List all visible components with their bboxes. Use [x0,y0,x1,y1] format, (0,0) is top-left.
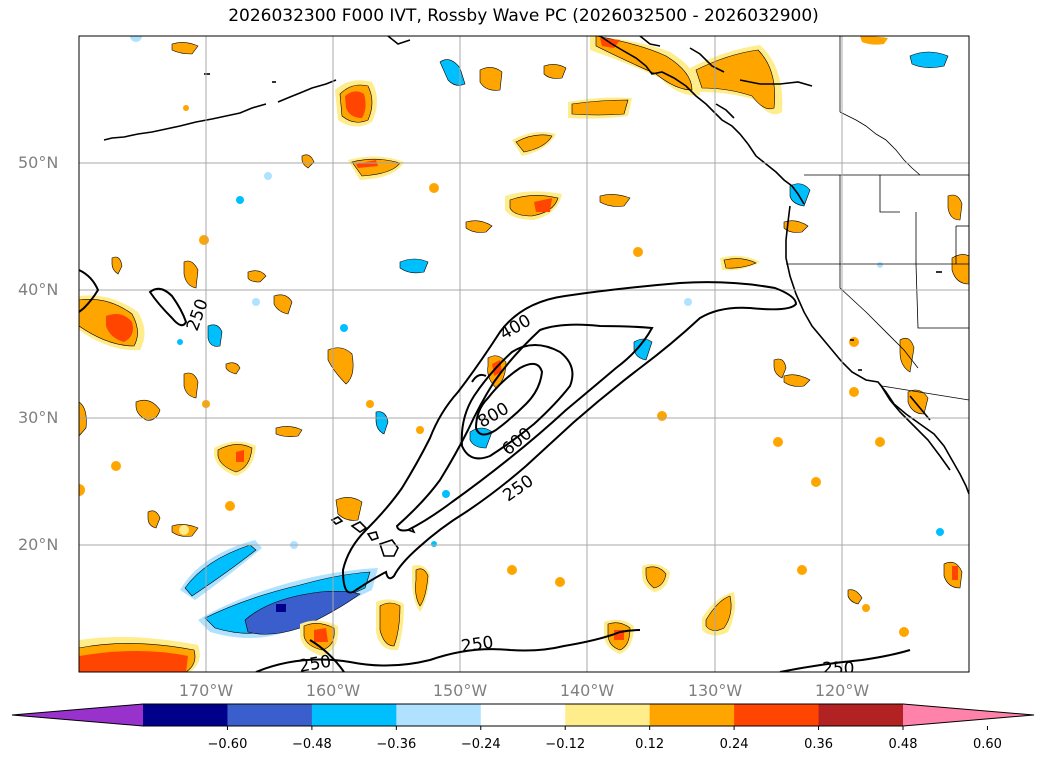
negative-anomaly-shading [130,36,949,639]
positive-anomaly-shading [79,36,969,672]
lon-label-140w: 140°W [559,681,615,700]
ivt-contour-400 [395,323,654,532]
contour-label-250: 250 [822,659,854,679]
lat-label-30n: 30°N [18,408,59,427]
ivt-contour-250 [255,629,641,672]
colorbar [11,703,1035,730]
colorbar-extend-low [12,704,143,726]
contour-label-250: 250 [460,633,495,657]
ivt-contour-250 [79,269,100,313]
ivt-contour-250 [309,639,345,672]
colorbar-tick-label: 0.12 [635,737,665,752]
lat-label-20n: 20°N [18,535,59,554]
contour-label-600: 600 [498,424,536,460]
negative-anomaly-band [184,544,257,597]
contour-label-250: 250 [499,471,537,506]
contour-label-250: 250 [297,652,332,677]
lat-label-40n: 40°N [18,280,59,299]
ivt-contour-250 [341,281,798,594]
colorbar-segment [143,704,228,726]
lon-label-170w: 170°W [178,681,234,700]
negative-anomaly-peak [276,604,286,612]
colorbar-segment [734,704,820,726]
colorbar-tick-label: −0.36 [376,737,417,752]
colorbar-extend-high [903,704,1034,726]
lat-label-50n: 50°N [18,153,59,172]
gridlines [79,36,969,672]
colorbar-segment [396,704,482,726]
ivt-contour-600 [460,344,574,460]
colorbar-tick-label: −0.24 [460,737,501,752]
colorbar-segment [480,704,566,726]
colorbar-segment [649,704,735,726]
lon-label-160w: 160°W [305,681,361,700]
map-title: 2026032300 F000 IVT, Rossby Wave PC (202… [228,6,819,26]
map-area: 250 400 800 600 250 250 250 250 [79,36,969,679]
negative-anomaly-core [244,591,361,635]
lon-label-120w: 120°W [814,681,870,700]
colorbar-tick-label: −0.12 [545,737,586,752]
colorbar-tick-label: 0.48 [888,737,918,752]
colorbar-tick-label: −0.60 [207,737,248,752]
colorbar-segment [818,704,904,726]
colorbar-segment [565,704,651,726]
lon-label-150w: 150°W [432,681,488,700]
colorbar-tick-label: −0.48 [291,737,332,752]
colorbar-segment [311,704,397,726]
colorbar-segment [227,704,313,726]
colorbar-tick-label: 0.36 [804,737,834,752]
colorbar-tick-label: 0.24 [719,737,749,752]
ivt-contour-800 [474,362,544,436]
lon-label-130w: 130°W [687,681,743,700]
ivt-contour-250 [779,649,911,672]
colorbar-tick-label: 0.60 [972,737,1002,752]
coastlines [103,36,969,557]
ivt-contours [79,269,911,672]
ivt-contour-250 [148,287,188,327]
colorbar-outline [11,703,1035,727]
political-borders [786,36,969,401]
map-frame [78,35,970,673]
